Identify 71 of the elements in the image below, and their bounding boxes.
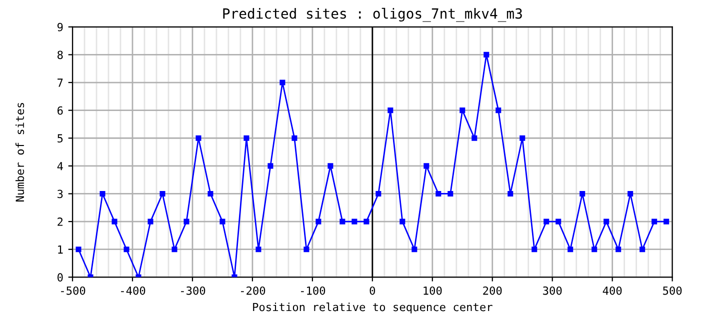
point — [364, 218, 370, 224]
point — [76, 246, 82, 252]
point — [460, 108, 466, 114]
y-axis-title: Number of sites — [15, 102, 24, 202]
point — [664, 218, 670, 224]
y-tick-label: 2 — [58, 218, 63, 226]
point — [544, 218, 550, 224]
x-tick-label: 300 — [543, 286, 562, 295]
point — [244, 135, 250, 141]
point — [580, 190, 586, 197]
point — [640, 246, 646, 252]
point — [448, 190, 454, 197]
point — [556, 218, 562, 224]
x-tick-label: -500 — [61, 286, 86, 295]
point — [484, 52, 490, 58]
point — [112, 218, 118, 224]
x-tick-label: 500 — [663, 286, 682, 295]
point — [628, 190, 634, 197]
x-tick-label: 100 — [424, 286, 442, 295]
point — [124, 246, 130, 252]
point — [280, 80, 286, 86]
x-tick-label: -200 — [241, 286, 266, 295]
point — [568, 246, 574, 252]
point — [652, 218, 658, 224]
point — [100, 190, 106, 197]
y-tick-label: 6 — [58, 106, 63, 115]
x-axis-title: Position relative to sequence center — [253, 302, 492, 314]
point — [616, 246, 622, 252]
x-tick-label: 200 — [483, 286, 502, 295]
point — [316, 218, 322, 224]
y-tick-label: 5 — [58, 134, 63, 143]
point — [220, 218, 226, 224]
x-tick-label: 400 — [602, 286, 622, 295]
point — [472, 135, 478, 141]
point — [196, 135, 202, 141]
point — [604, 218, 610, 224]
point — [256, 246, 262, 252]
point — [328, 163, 334, 169]
x-tick-label: -300 — [181, 286, 206, 295]
point — [292, 135, 298, 141]
x-tick-label: 0 — [370, 286, 376, 295]
y-tick-label: 4 — [57, 162, 63, 170]
y-tick-label: 7 — [58, 78, 63, 87]
point — [268, 163, 274, 169]
x-tick-label: -400 — [121, 286, 146, 295]
point — [496, 108, 502, 114]
point — [376, 190, 382, 197]
point — [412, 246, 418, 252]
point — [532, 246, 538, 252]
y-tick-label: 9 — [57, 22, 63, 32]
y-tick-label: 8 — [58, 50, 63, 60]
y-tick-label: 1 — [58, 246, 63, 254]
point — [208, 190, 214, 197]
point — [340, 218, 346, 224]
point — [424, 163, 430, 169]
point — [352, 218, 358, 224]
chart-title: Predicted sites : oligos_7nt_mkv4_m3 — [223, 8, 522, 22]
point — [172, 246, 178, 252]
point — [148, 218, 154, 224]
point — [184, 218, 190, 224]
point — [388, 108, 394, 114]
point — [592, 246, 598, 252]
point — [400, 218, 406, 224]
point — [520, 135, 526, 141]
y-tick-label: 0 — [58, 273, 63, 282]
y-tick-label: 3 — [58, 190, 63, 198]
point — [304, 246, 310, 252]
point — [436, 190, 442, 197]
point — [508, 190, 514, 197]
x-tick-label: -100 — [300, 286, 326, 295]
point — [160, 190, 166, 197]
